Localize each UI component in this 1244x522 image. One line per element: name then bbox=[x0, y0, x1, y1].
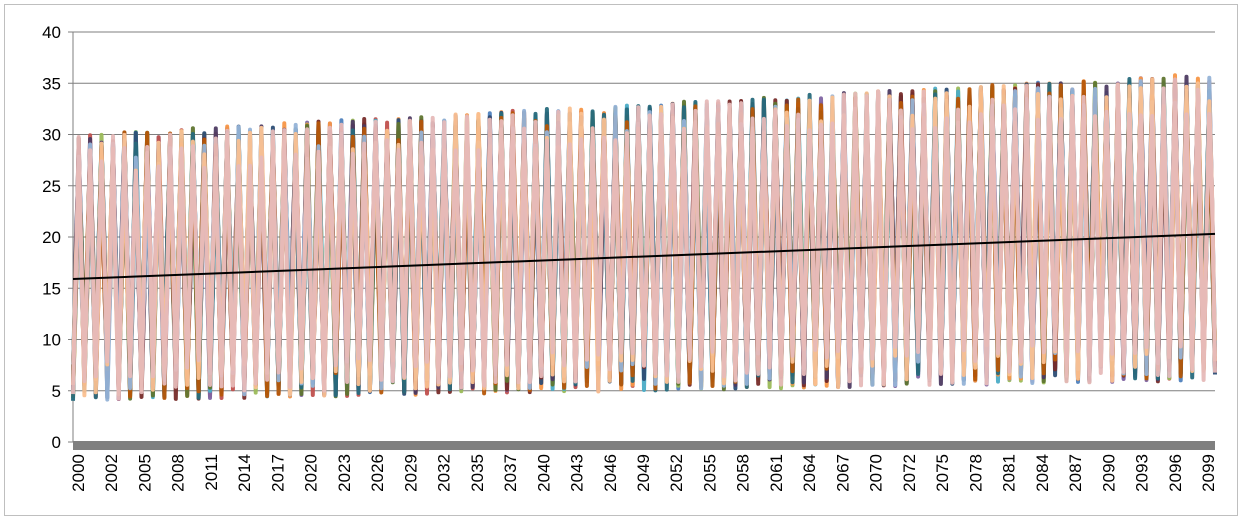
x-tick-label-2081: 2081 bbox=[1000, 454, 1019, 492]
x-tick-label-2096: 2096 bbox=[1166, 454, 1185, 492]
x-tick-label-2011: 2011 bbox=[202, 454, 221, 491]
x-tick-label-2052: 2052 bbox=[667, 454, 686, 492]
x-tick-label-2000: 2000 bbox=[69, 454, 88, 492]
x-tick-label-2084: 2084 bbox=[1033, 454, 1052, 492]
x-tick-label-2087: 2087 bbox=[1066, 454, 1085, 492]
y-tick-label-30: 30 bbox=[42, 126, 61, 145]
x-tick-label-2008: 2008 bbox=[169, 454, 188, 492]
line-chart: 0 5 10 15 20 25 30 35 40 2000 2002 2005 2008 2011 2014… bbox=[42, 23, 1218, 492]
y-tick-label-35: 35 bbox=[42, 74, 61, 93]
x-tick-label-2075: 2075 bbox=[933, 454, 952, 492]
y-tick-label-5: 5 bbox=[52, 382, 61, 401]
x-tick-label-2023: 2023 bbox=[335, 454, 354, 492]
y-tick-label-0: 0 bbox=[52, 433, 61, 452]
x-tick-label-2067: 2067 bbox=[833, 454, 852, 492]
x-tick-label-2093: 2093 bbox=[1133, 454, 1152, 492]
x-tick-label-2029: 2029 bbox=[401, 454, 420, 492]
x-tick-label-2002: 2002 bbox=[102, 454, 121, 492]
x-tick-label-2070: 2070 bbox=[867, 454, 886, 492]
x-tick-label-2055: 2055 bbox=[701, 454, 720, 492]
x-tick-label-2043: 2043 bbox=[568, 454, 587, 492]
x-tick-label-2049: 2049 bbox=[634, 454, 653, 492]
y-tick-label-40: 40 bbox=[42, 23, 61, 42]
x-tick-label-2035: 2035 bbox=[468, 454, 487, 492]
y-tick-label-20: 20 bbox=[42, 228, 61, 247]
x-tick-label-2014: 2014 bbox=[235, 454, 254, 492]
y-tick-label-15: 15 bbox=[42, 279, 61, 298]
x-tick-label-2061: 2061 bbox=[767, 454, 786, 492]
x-tick-label-2072: 2072 bbox=[900, 454, 919, 492]
y-tick-label-10: 10 bbox=[42, 331, 61, 350]
x-tick-label-2032: 2032 bbox=[435, 454, 454, 492]
trend-line bbox=[72, 232, 1216, 281]
x-tick-label-2040: 2040 bbox=[534, 454, 553, 492]
x-tick-label-2058: 2058 bbox=[734, 454, 753, 492]
x-tick-label-2037: 2037 bbox=[501, 454, 520, 492]
series-line-15 bbox=[71, 77, 1217, 401]
x-tick-label-2099: 2099 bbox=[1199, 454, 1218, 492]
x-tick-label-2017: 2017 bbox=[268, 454, 287, 492]
x-tick-label-2090: 2090 bbox=[1099, 454, 1118, 492]
x-tick-label-2005: 2005 bbox=[136, 454, 155, 492]
chart-frame: 0 5 10 15 20 25 30 35 40 2000 2002 2005 2008 2011 2014… bbox=[4, 4, 1238, 516]
x-tick-label-2064: 2064 bbox=[800, 454, 819, 492]
x-tick-label-2078: 2078 bbox=[966, 454, 985, 492]
x-tick-label-2020: 2020 bbox=[302, 454, 321, 492]
y-tick-label-25: 25 bbox=[42, 177, 61, 196]
x-tick-label-2046: 2046 bbox=[601, 454, 620, 492]
x-axis-band bbox=[73, 441, 1215, 450]
x-tick-label-2026: 2026 bbox=[368, 454, 387, 492]
